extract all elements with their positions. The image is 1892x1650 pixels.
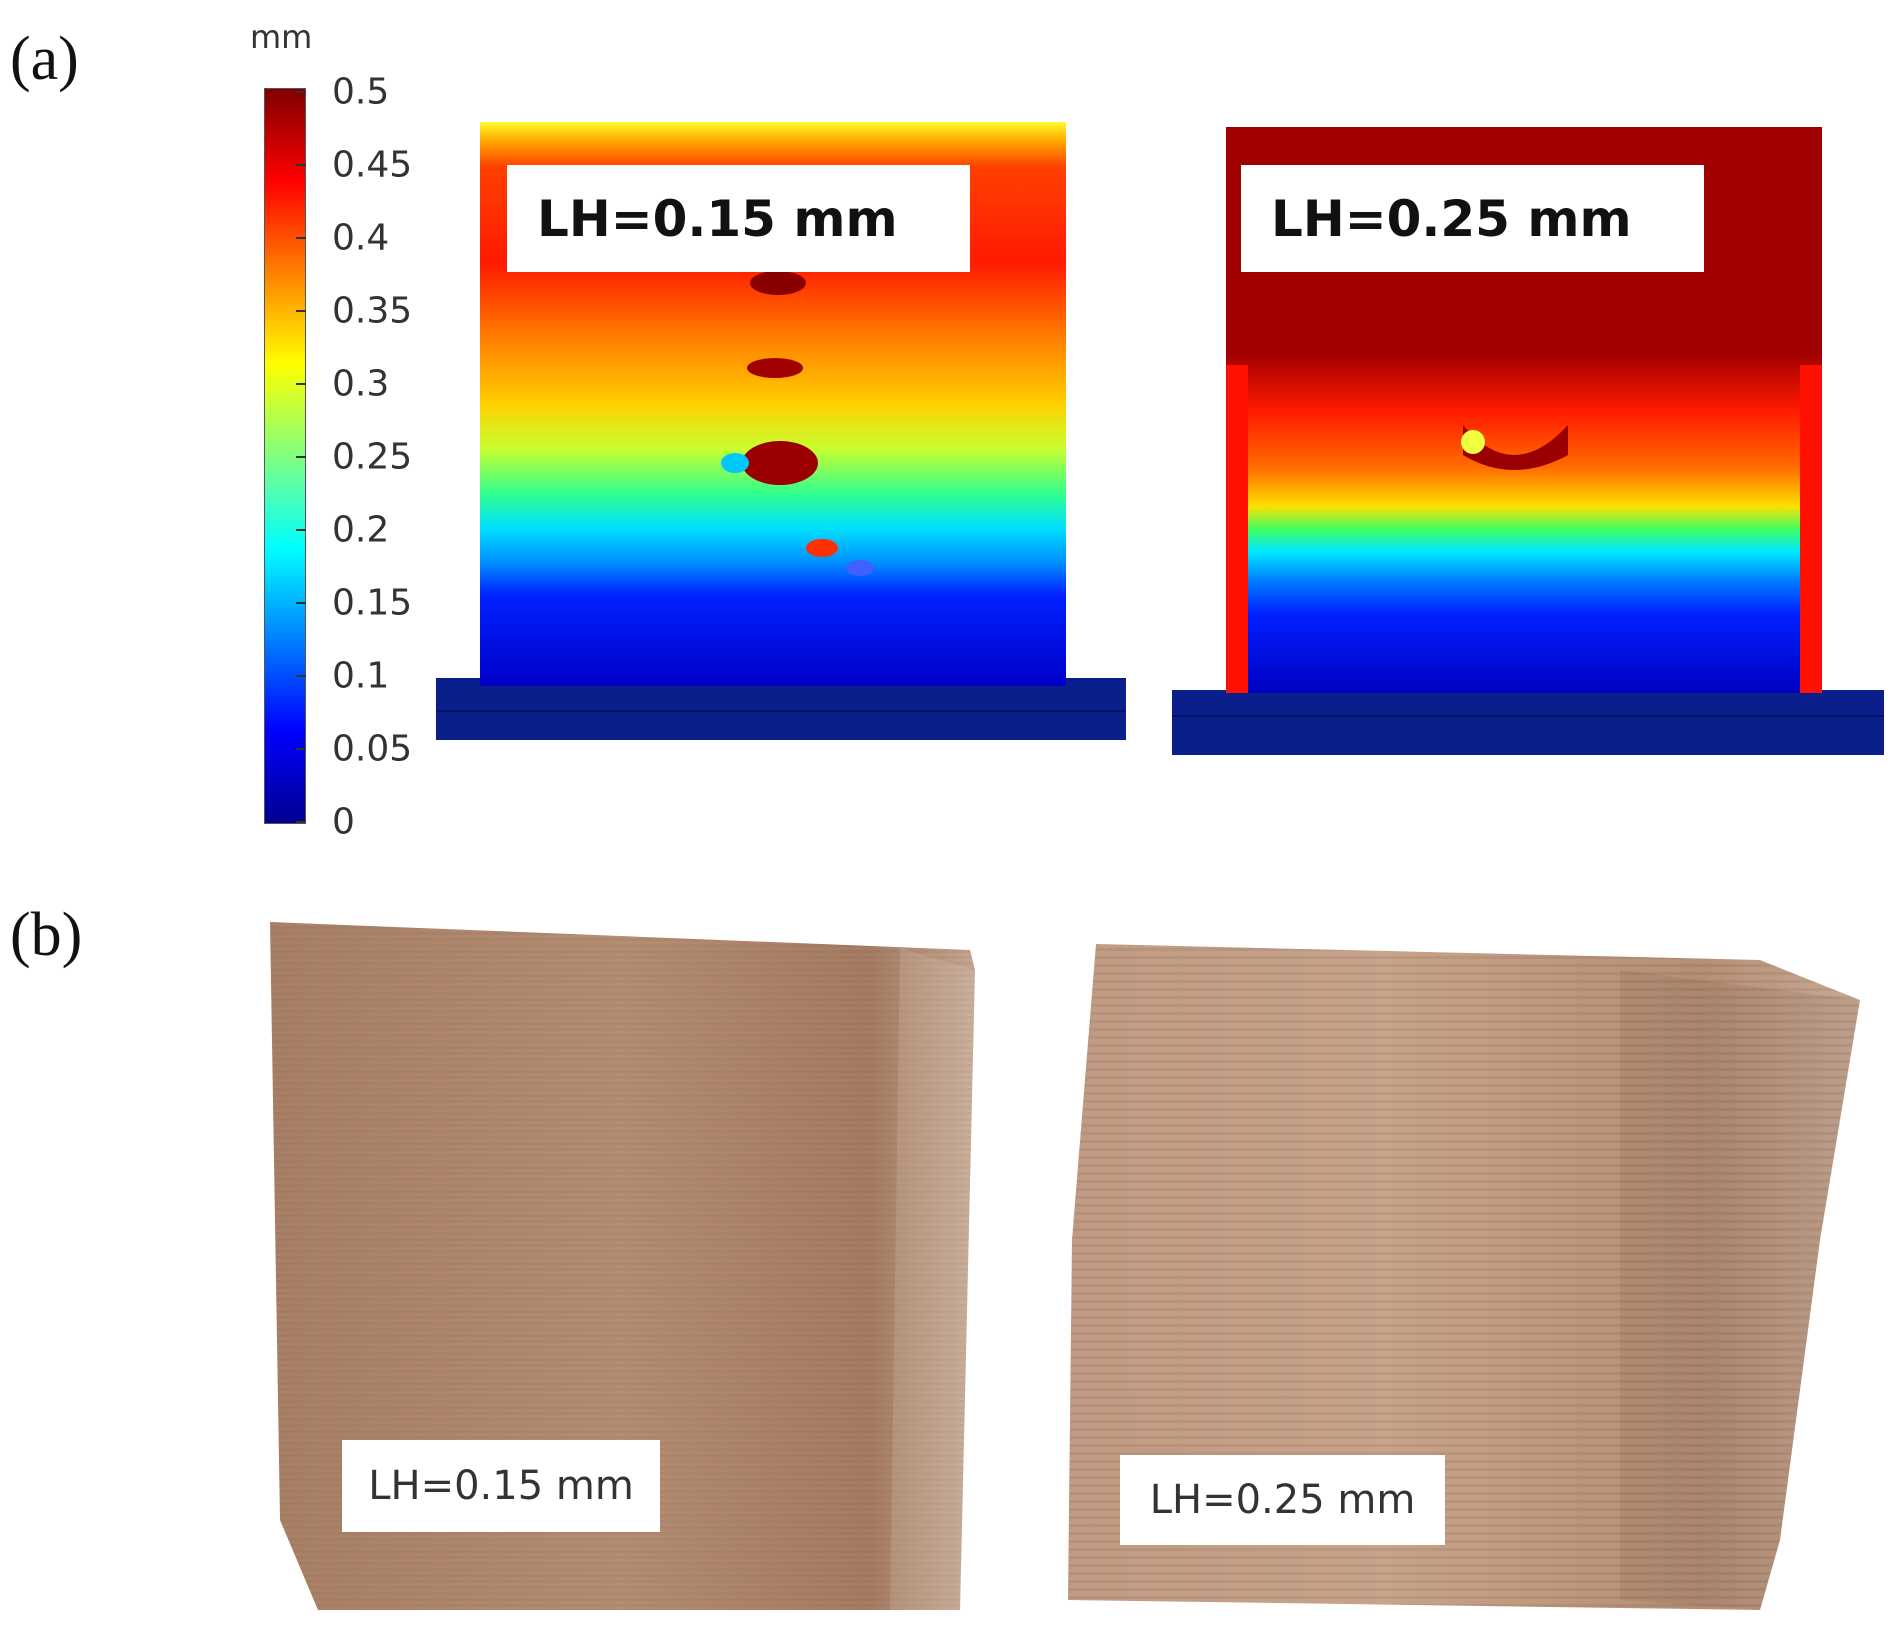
colorbar-tick-mark bbox=[296, 237, 306, 239]
colorbar-tick-label: 0.45 bbox=[332, 144, 413, 186]
colorbar-tick-mark bbox=[296, 456, 306, 458]
photo-label-lh-025: LH=0.25 mm bbox=[1120, 1455, 1445, 1545]
colorbar-tick-label: 0 bbox=[332, 801, 355, 843]
colorbar-unit: mm bbox=[250, 18, 313, 56]
simulation-label-lh-025: LH=0.25 mm bbox=[1241, 165, 1704, 272]
colorbar-tick-label: 0.1 bbox=[332, 655, 390, 697]
panel-label-a: (a) bbox=[10, 25, 79, 93]
colorbar-tick-label: 0.5 bbox=[332, 71, 390, 113]
colorbar-tick-label: 0.3 bbox=[332, 363, 390, 405]
colorbar-tick-label: 0.05 bbox=[332, 728, 413, 770]
colorbar-tick-mark bbox=[296, 748, 306, 750]
colorbar-tick-mark bbox=[296, 529, 306, 531]
colorbar-tick-label: 0.35 bbox=[332, 290, 413, 332]
colorbar-tick-mark bbox=[296, 675, 306, 677]
colorbar-tick-label: 0.15 bbox=[332, 582, 413, 624]
colorbar-tick-label: 0.4 bbox=[332, 217, 390, 259]
colorbar-tick-mark bbox=[296, 383, 306, 385]
colorbar-tick-mark bbox=[296, 164, 306, 166]
colorbar-tick-label: 0.25 bbox=[332, 436, 413, 478]
colorbar-tick-mark bbox=[296, 821, 306, 823]
specimen-photo-lh-015 bbox=[270, 922, 975, 1610]
colorbar-tick-mark bbox=[296, 310, 306, 312]
photo-label-lh-015: LH=0.15 mm bbox=[342, 1440, 660, 1532]
colorbar-tick-label: 0.2 bbox=[332, 509, 390, 551]
simulation-label-lh-015: LH=0.15 mm bbox=[507, 165, 970, 272]
specimen-photo-lh-025 bbox=[1068, 944, 1860, 1610]
colorbar-tick-mark bbox=[296, 91, 306, 93]
panel-label-b: (b) bbox=[10, 901, 83, 969]
colorbar-tick-mark bbox=[296, 602, 306, 604]
